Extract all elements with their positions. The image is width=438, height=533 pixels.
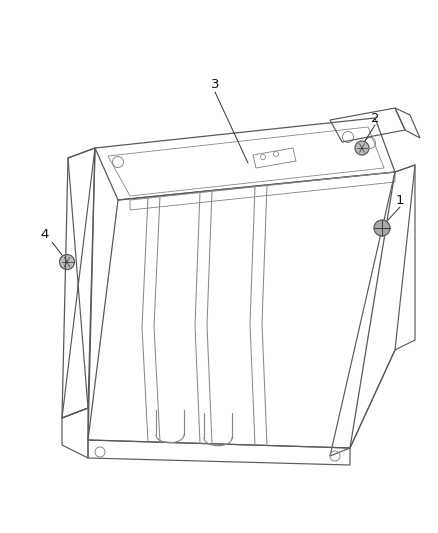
Circle shape <box>60 254 74 270</box>
Text: 3: 3 <box>211 78 219 92</box>
Circle shape <box>374 220 390 236</box>
Text: 2: 2 <box>371 111 379 125</box>
Text: 4: 4 <box>41 229 49 241</box>
Text: 1: 1 <box>396 193 404 206</box>
Circle shape <box>355 141 369 155</box>
